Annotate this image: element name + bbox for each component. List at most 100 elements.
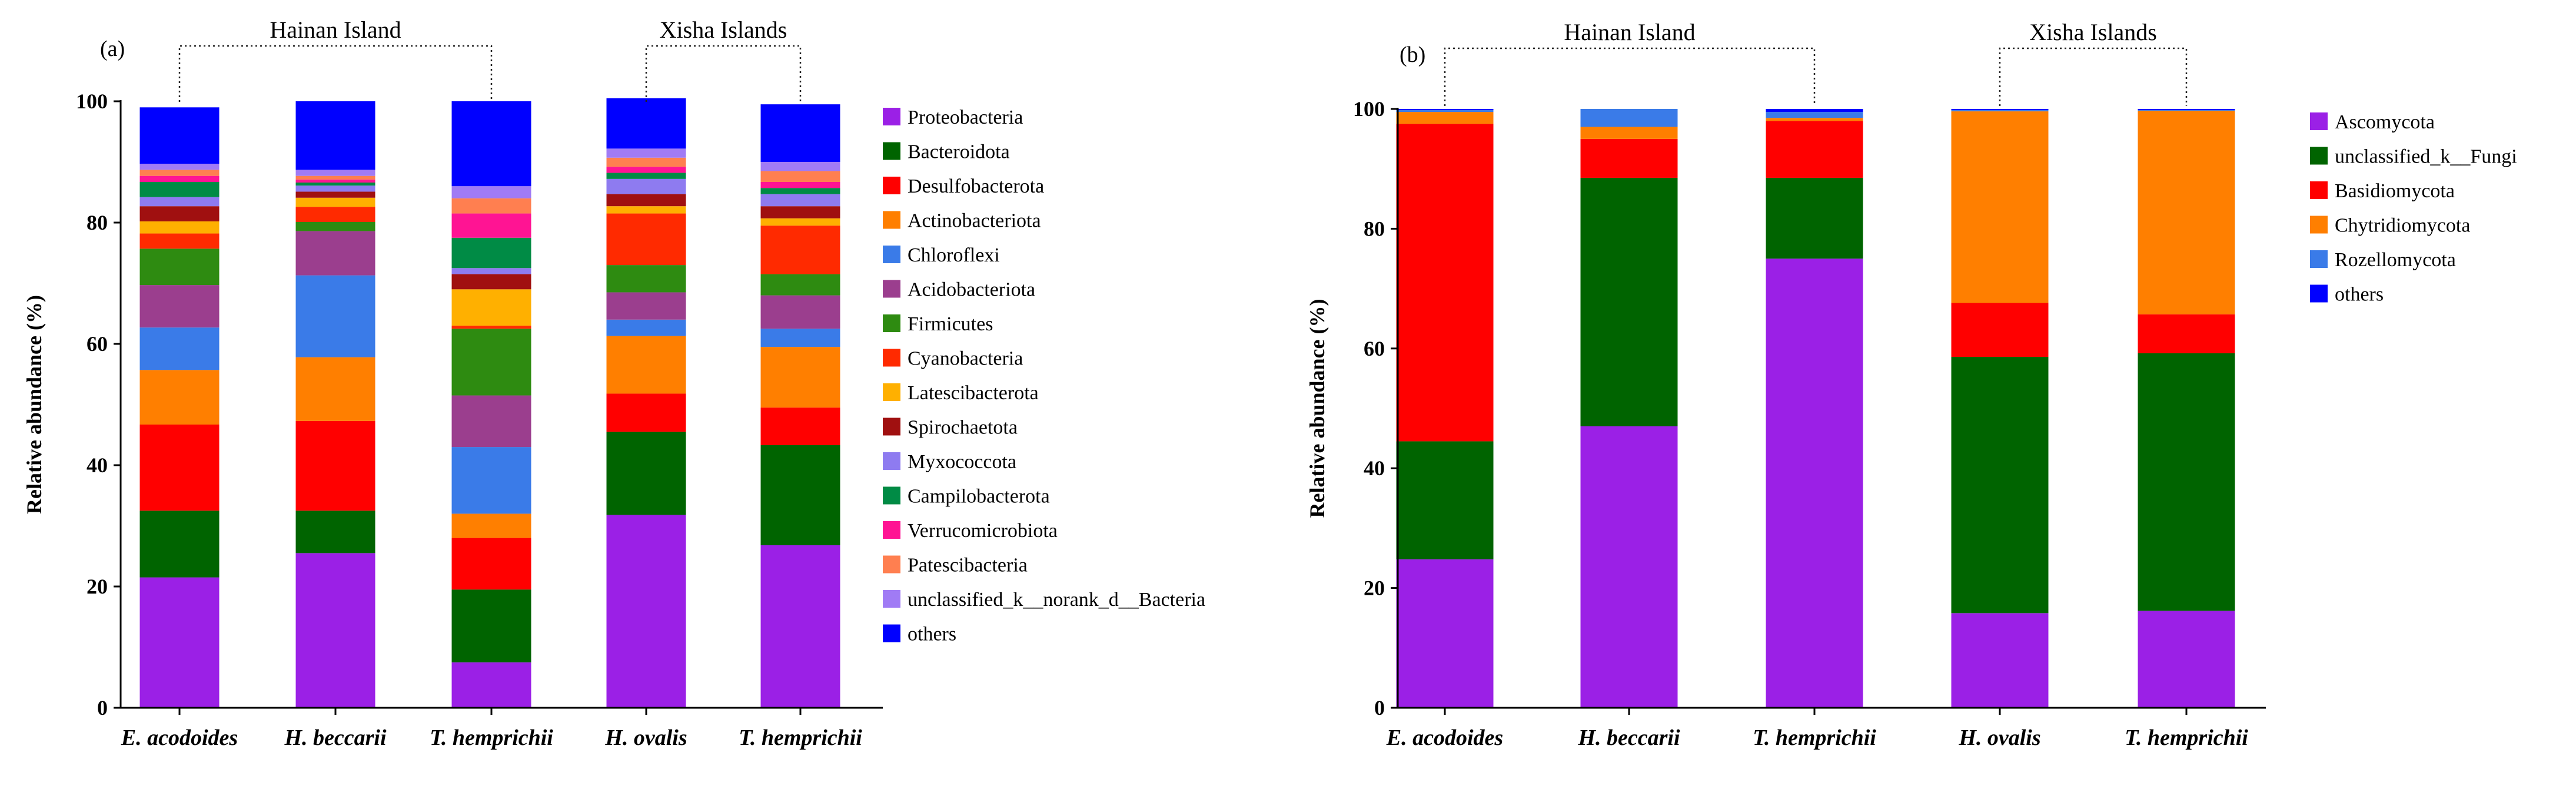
- bar-segment: [139, 221, 220, 234]
- bar-segment: [139, 327, 220, 370]
- bar-segment: [1396, 109, 1494, 111]
- legend-label: Verrucomicrobiota: [908, 520, 1058, 542]
- legend-label: Patescibacteria: [908, 555, 1028, 576]
- bar-segment: [760, 206, 840, 218]
- bar-segment: [139, 170, 220, 176]
- legend-swatch: [2310, 112, 2328, 130]
- bar-segment: [606, 98, 686, 149]
- legend-item: Firmicutes: [883, 313, 993, 335]
- bar-stack: [1951, 109, 2049, 708]
- y-tick-label: 60: [1364, 337, 1385, 360]
- legend: Proteobacteria Bacteroidota Desulfobactero…: [883, 107, 1205, 645]
- x-category-label: E. acodoides: [121, 725, 238, 750]
- bar-segment: [760, 295, 840, 329]
- bar-segment: [295, 221, 375, 231]
- bar-segment: [1580, 138, 1678, 178]
- legend-item: Desulfobacterota: [883, 175, 1044, 197]
- bar-segment: [451, 329, 531, 396]
- x-category-label: H. ovalis: [1958, 725, 2040, 750]
- legend-item: Campilobacterota: [883, 486, 1050, 508]
- legend-label: others: [908, 624, 956, 645]
- bar-segment: [760, 171, 840, 182]
- bar-stack: [760, 104, 840, 708]
- legend-swatch: [883, 349, 900, 367]
- bar-segment: [1951, 111, 2049, 303]
- legend-swatch: [2310, 250, 2328, 268]
- legend-label: unclassified_k__norank_d__Bacteria: [908, 589, 1205, 611]
- bar-stack: [606, 98, 686, 708]
- legend-swatch: [883, 590, 900, 608]
- bar-segment: [606, 157, 686, 167]
- bar-segment: [451, 198, 531, 214]
- legend-swatch: [883, 624, 900, 642]
- legend-item: Chloroflexi: [883, 244, 1000, 266]
- legend-swatch: [2310, 181, 2328, 199]
- bar-segment: [451, 326, 531, 329]
- legend-label: Proteobacteria: [908, 107, 1023, 128]
- bar-segment: [295, 357, 375, 421]
- bar-segment: [2138, 611, 2235, 708]
- bar-segment: [606, 265, 686, 293]
- legend-swatch: [883, 486, 900, 505]
- x-category-label: T. hemprichii: [430, 725, 553, 750]
- legend-label: unclassified_k__Fungi: [2335, 146, 2517, 168]
- bar-segment: [1396, 559, 1494, 708]
- x-category-label: E. acodoides: [1386, 725, 1503, 750]
- bar-stack: [2138, 109, 2235, 708]
- bar-stack: [1766, 109, 1863, 708]
- bars: [1396, 109, 2235, 708]
- legend: Ascomycota unclassified_k__Fungi Basidiomy…: [2310, 111, 2517, 306]
- bar-stack: [139, 107, 220, 708]
- legend-swatch: [883, 280, 900, 298]
- bar-segment: [2138, 109, 2235, 111]
- legend-item: Myxococcota: [883, 451, 1016, 473]
- bar-segment: [451, 513, 531, 538]
- bar-segment: [606, 167, 686, 173]
- bar-segment: [139, 181, 220, 197]
- x-category-label: T. hemprichii: [1753, 725, 1876, 750]
- bar-stack: [1580, 109, 1678, 708]
- bar-segment: [1766, 112, 1863, 118]
- y-tick-label: 100: [76, 90, 108, 113]
- legend-label: Actinobacteriota: [908, 210, 1041, 232]
- bar-segment: [2138, 314, 2235, 353]
- bar-segment: [760, 347, 840, 408]
- legend-label: Campilobacterota: [908, 486, 1050, 508]
- bar-segment: [139, 107, 220, 164]
- bar-segment: [295, 101, 375, 170]
- legend-label: Basidiomycota: [2335, 180, 2455, 202]
- legend-item: others: [883, 624, 956, 645]
- bar-segment: [139, 370, 220, 425]
- x-category-label: H. ovalis: [604, 725, 687, 750]
- legend-item: Bacteroidota: [883, 141, 1010, 163]
- y-tick-label: 80: [87, 211, 108, 234]
- legend-item: Verrucomicrobiota: [883, 520, 1058, 542]
- bar-segment: [451, 538, 531, 590]
- bar-segment: [606, 432, 686, 515]
- legend-swatch: [2310, 147, 2328, 165]
- y-axis-title: Relative abundance (%): [1305, 299, 1329, 518]
- legend-label: others: [2335, 284, 2384, 306]
- group-label: Xisha Islands: [2029, 19, 2157, 45]
- bar-segment: [1766, 121, 1863, 178]
- bar-segment: [1580, 177, 1678, 427]
- legend-swatch: [883, 211, 900, 229]
- y-tick-label: 60: [87, 332, 108, 356]
- bar-segment: [295, 231, 375, 276]
- bar-segment: [451, 186, 531, 198]
- legend-item: Basidiomycota: [2310, 180, 2455, 202]
- legend-swatch: [2310, 216, 2328, 234]
- panel-label: (b): [1400, 42, 1425, 67]
- x-category-label: H. beccarii: [284, 725, 387, 750]
- group-bracket: [645, 45, 802, 102]
- bar-segment: [139, 577, 220, 708]
- legend-swatch: [883, 142, 900, 160]
- y-tick-label: 80: [1364, 217, 1385, 240]
- bar-segment: [1766, 259, 1863, 708]
- bar-segment: [295, 175, 375, 180]
- y-tick-label: 40: [87, 453, 108, 477]
- bar-segment: [606, 336, 686, 394]
- bar-segment: [606, 319, 686, 336]
- legend-swatch: [883, 177, 900, 194]
